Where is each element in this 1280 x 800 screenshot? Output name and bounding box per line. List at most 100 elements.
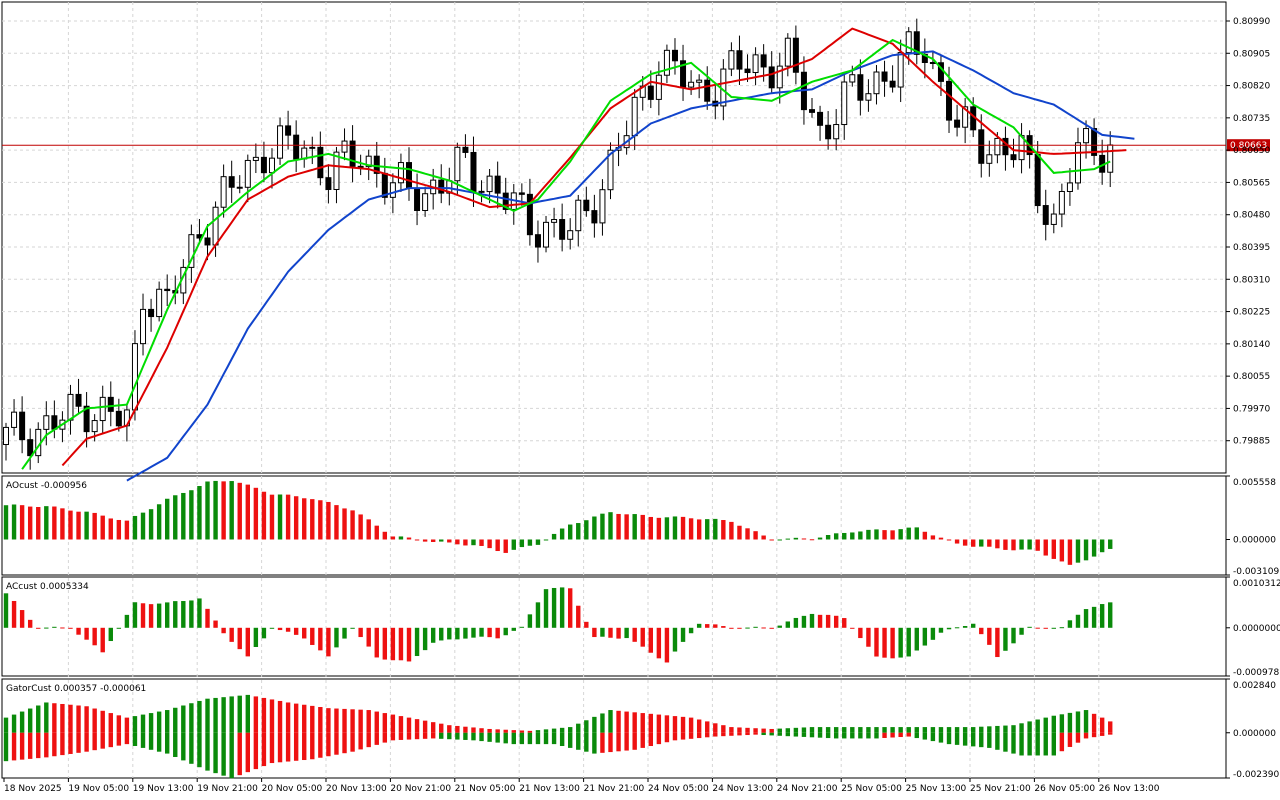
ac-bar [44,627,49,629]
candle-body [414,187,421,211]
ao-bar [656,517,662,540]
gator-lower-bar [84,732,89,752]
gator-upper-bar [995,725,1000,733]
main-pane[interactable] [1,1,1227,474]
candle-body [454,146,461,182]
ac-bar [390,627,396,661]
gator-pane[interactable] [1,678,1227,779]
ac-bar [310,627,315,645]
gator-upper-bar [422,720,428,733]
ao-bar [584,520,589,540]
ao-bar [1043,539,1048,556]
gator-lower-bar [987,732,992,748]
ao-bar [213,480,218,540]
candle-body [736,50,743,70]
candle-body [728,50,735,70]
gator-lower-bar [132,732,138,747]
gator-lower-bar [237,732,242,776]
ac-bar [914,627,919,651]
ac-bar [1083,609,1089,628]
gator-lower-bar [189,732,194,764]
gator-upper-bar [269,699,275,733]
candle-body [91,420,98,433]
ao-pane[interactable] [1,475,1227,576]
ac-bar [1099,604,1105,628]
y-tick-label: -0.002390 [1233,770,1279,780]
candle-body [978,129,985,164]
y-tick-label: -0.003109 [1233,567,1279,577]
gator-lower-bar [229,732,234,779]
candle-body [913,31,920,55]
gator-upper-bar [543,729,549,733]
gator-lower-bar [495,732,500,743]
gator-lower-bar [487,732,492,742]
candle-body [881,71,888,82]
ao-bar [269,494,275,540]
gator-lower-bar [124,732,130,745]
gator-lower-bar [898,732,903,738]
gator-upper-bar [705,721,710,733]
candle-body [373,155,380,174]
ao-bar [954,539,960,544]
gator-upper-bar [52,703,57,733]
y-tick-label: 0.79970 [1233,404,1270,414]
ao-bar [850,532,855,540]
gator-upper-bar [680,716,686,733]
gator-lower-bar [648,732,653,747]
ao-bar [471,539,476,546]
ac-bar [777,625,782,628]
gator-lower-bar [833,732,839,739]
gator-lower-bar [1051,732,1056,756]
ac-bar [1035,627,1040,629]
candle-body [236,186,243,189]
ao-bar [100,515,105,540]
gator-upper-bar [36,705,41,733]
ac-bar [680,627,686,642]
candle-body [1050,213,1057,225]
candle-body [325,177,332,190]
ao-bar [551,533,557,540]
candle-body [599,189,606,224]
ac-bar [1051,627,1056,629]
gator-upper-bar [624,711,629,733]
gator-upper-bar [801,727,807,733]
ao-bar [559,528,565,540]
candle-body [357,165,364,168]
gator-upper-bar [640,713,645,733]
gator-title: GatorCust 0.000357 -0.000061 [6,684,146,694]
ao-bar [27,506,33,540]
ac-bar [753,626,758,628]
ao-bar [576,523,581,540]
ac-bar [285,627,291,632]
candle-body [1066,182,1073,192]
candle-body [905,31,912,54]
ao-bar [479,539,484,546]
ac-bar [922,627,928,646]
gator-upper-bar [503,729,508,733]
gator-upper-bar [809,727,815,733]
ac-pane[interactable] [1,576,1227,677]
ao-bar [334,505,339,540]
candle-body [518,192,525,195]
gator-upper-bar [1075,711,1081,733]
gator-upper-bar [366,710,371,733]
ac-bar [463,627,468,639]
gator-lower-bar [769,732,774,736]
gator-upper-bar [664,715,670,733]
ac-bar [971,623,976,628]
gator-lower-bar [608,732,613,753]
alligator-lips-line [21,38,1111,470]
gator-upper-bar [1067,712,1073,733]
candle-body [526,193,533,236]
gator-upper-bar [68,704,73,733]
ao-bar [962,539,968,546]
ao-bar [245,484,250,540]
ac-bar [979,627,984,635]
candle-body [365,155,372,168]
y-tick-label: 0.80990 [1233,17,1270,27]
gator-upper-bar [922,727,928,733]
gator-lower-bar [576,732,581,750]
candle-body [317,146,324,179]
gator-lower-bar [390,732,396,741]
